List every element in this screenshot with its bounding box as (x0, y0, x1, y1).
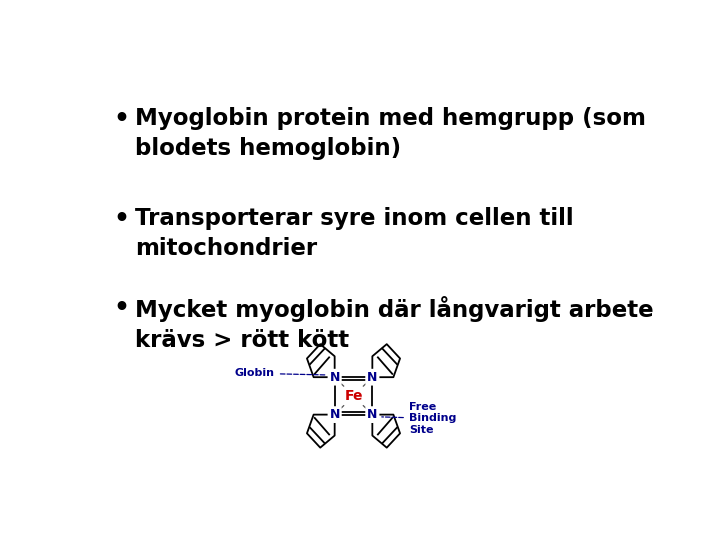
Text: •: • (113, 107, 130, 131)
Text: N: N (330, 408, 340, 421)
Text: Mycket myoglobin där långvarigt arbete
krävs > rött kött: Mycket myoglobin där långvarigt arbete k… (135, 296, 654, 352)
Text: N: N (330, 370, 340, 384)
Text: Fe: Fe (344, 389, 363, 403)
Text: •: • (113, 296, 130, 320)
Text: Transporterar syre inom cellen till
mitochondrier: Transporterar syre inom cellen till mito… (135, 207, 574, 260)
Text: N: N (367, 408, 377, 421)
Text: Globin: Globin (235, 368, 325, 379)
Text: Free
Binding
Site: Free Binding Site (382, 402, 456, 435)
Text: N: N (367, 370, 377, 384)
Text: Myoglobin protein med hemgrupp (som
blodets hemoglobin): Myoglobin protein med hemgrupp (som blod… (135, 107, 646, 160)
Text: •: • (113, 207, 130, 231)
